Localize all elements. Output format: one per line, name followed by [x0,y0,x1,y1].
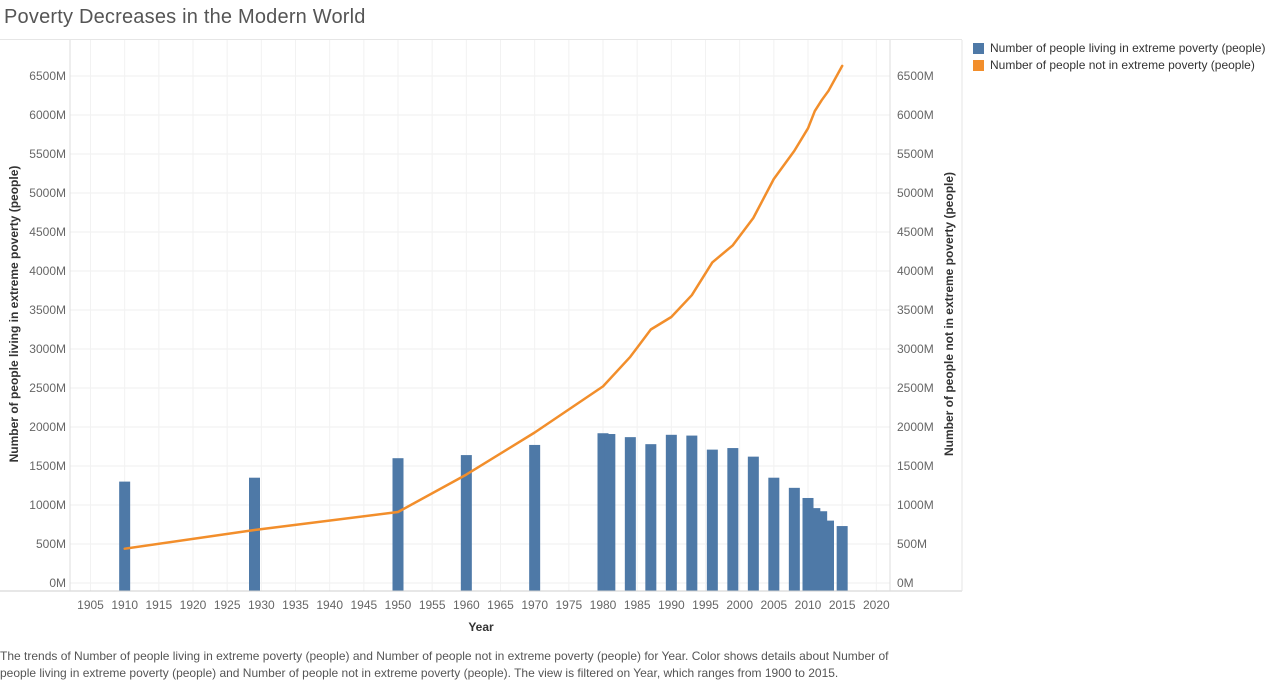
x-tick-label: 1980 [590,598,617,612]
y-tick-label-left: 2000M [29,420,66,434]
legend-item-poverty[interactable]: Number of people living in extreme pover… [973,40,1265,56]
x-tick-label: 1970 [521,598,548,612]
legend-swatch-poverty [973,42,984,54]
y-tick-label-left: 4500M [29,225,66,239]
axes [0,40,963,592]
y-axis-left-ticks: 0M 500M 1000M 1500M 2000M 2500M 3000M 3500M 4000… [29,69,66,590]
poverty-bar [624,437,636,591]
y-tick-label-right: 6500M [897,69,934,83]
x-tick-label: 1905 [77,598,104,612]
poverty-bar [460,455,472,591]
x-tick-label: 2015 [829,598,856,612]
non-poverty-series-line [123,64,844,550]
chart-title: Poverty Decreases in the Modern World [4,6,366,28]
poverty-bar [529,444,541,591]
poverty-bar [706,449,718,591]
x-tick-label: 1990 [658,598,685,612]
y-axis-right-ticks: 0M 500M 1000M 1500M 2000M 2500M 3000M 3500M 4000… [897,69,934,590]
poverty-bar [836,526,848,591]
y-tick-label-left: 2500M [29,381,66,395]
poverty-bar [597,433,609,591]
y-tick-label-right: 5000M [897,186,934,200]
y-tick-label-left: 4000M [29,264,66,278]
x-tick-label: 1965 [487,598,514,612]
poverty-bar [788,487,800,591]
y-tick-label-right: 4500M [897,225,934,239]
y-tick-label-right: 6000M [897,108,934,122]
x-tick-label: 1940 [316,598,343,612]
non-poverty-line [123,64,844,550]
x-tick-label: 1950 [385,598,412,612]
y-tick-label-left: 5500M [29,147,66,161]
y-tick-label-right: 3500M [897,303,934,317]
poverty-bar [665,434,677,591]
poverty-bar [768,477,780,591]
x-tick-label: 1915 [145,598,172,612]
grid-lines [70,40,890,591]
y-tick-label-left: 500M [36,537,66,551]
x-tick-label: 1995 [692,598,719,612]
legend: Number of people living in extreme pover… [973,40,1265,74]
y-tick-label-right: 0M [897,576,914,590]
x-axis-title: Year [468,620,494,634]
poverty-bar [809,508,821,591]
x-tick-label: 1930 [248,598,275,612]
y-tick-label-left: 6500M [29,69,66,83]
legend-swatch-not-poverty [973,59,984,71]
chart: 0M 500M 1000M 1500M 2000M 2500M 3000M 3500M 4000… [0,40,963,634]
y-axis-right-title: Number of people not in extreme poverty … [942,172,956,456]
x-tick-label: 2000 [726,598,753,612]
x-tick-label: 1920 [180,598,207,612]
y-tick-label-right: 4000M [897,264,934,278]
poverty-bar [249,477,260,591]
y-tick-label-left: 5000M [29,186,66,200]
y-tick-label-left: 3000M [29,342,66,356]
x-tick-label: 1960 [453,598,480,612]
x-tick-label: 2020 [863,598,890,612]
x-tick-label: 2010 [795,598,822,612]
y-tick-label-right: 2000M [897,420,934,434]
y-tick-label-right: 1000M [897,498,934,512]
x-tick-label: 1985 [624,598,651,612]
title-divider [0,39,962,40]
y-axis-left-title: Number of people living in extreme pover… [7,166,21,463]
legend-label-poverty: Number of people living in extreme pover… [990,41,1266,55]
poverty-bar [119,481,131,591]
poverty-bar [686,435,698,591]
y-tick-label-left: 1500M [29,459,66,473]
x-tick-label: 1910 [111,598,138,612]
y-tick-label-left: 0M [49,576,66,590]
poverty-bar [747,456,759,591]
x-axis-ticks: 1905 1910 1915 1920 1925 1930 1935 1940 1945 1950… [77,598,890,612]
x-tick-label: 1935 [282,598,309,612]
poverty-bar [802,497,814,591]
y-tick-label-right: 1500M [897,459,934,473]
poverty-bar [823,520,834,591]
y-tick-label-left: 1000M [29,498,66,512]
y-tick-label-left: 3500M [29,303,66,317]
legend-label-not-poverty: Number of people not in extreme poverty … [990,58,1255,72]
y-tick-label-right: 3000M [897,342,934,356]
x-tick-label: 1955 [419,598,446,612]
chart-caption: The trends of Number of people living in… [0,649,889,680]
x-tick-label: 2005 [760,598,787,612]
poverty-bar [604,434,616,591]
poverty-bar [727,448,739,591]
poverty-bars [119,433,848,591]
x-tick-label: 1945 [350,598,377,612]
y-tick-label-right: 5500M [897,147,934,161]
poverty-bar [645,444,657,591]
legend-item-not-poverty[interactable]: Number of people not in extreme poverty … [973,57,1265,73]
y-tick-label-right: 2500M [897,381,934,395]
y-tick-label-left: 6000M [29,108,66,122]
x-tick-label: 1925 [214,598,241,612]
poverty-bar [816,511,828,591]
y-tick-label-right: 500M [897,537,927,551]
poverty-bar [392,458,404,591]
x-tick-label: 1975 [555,598,582,612]
